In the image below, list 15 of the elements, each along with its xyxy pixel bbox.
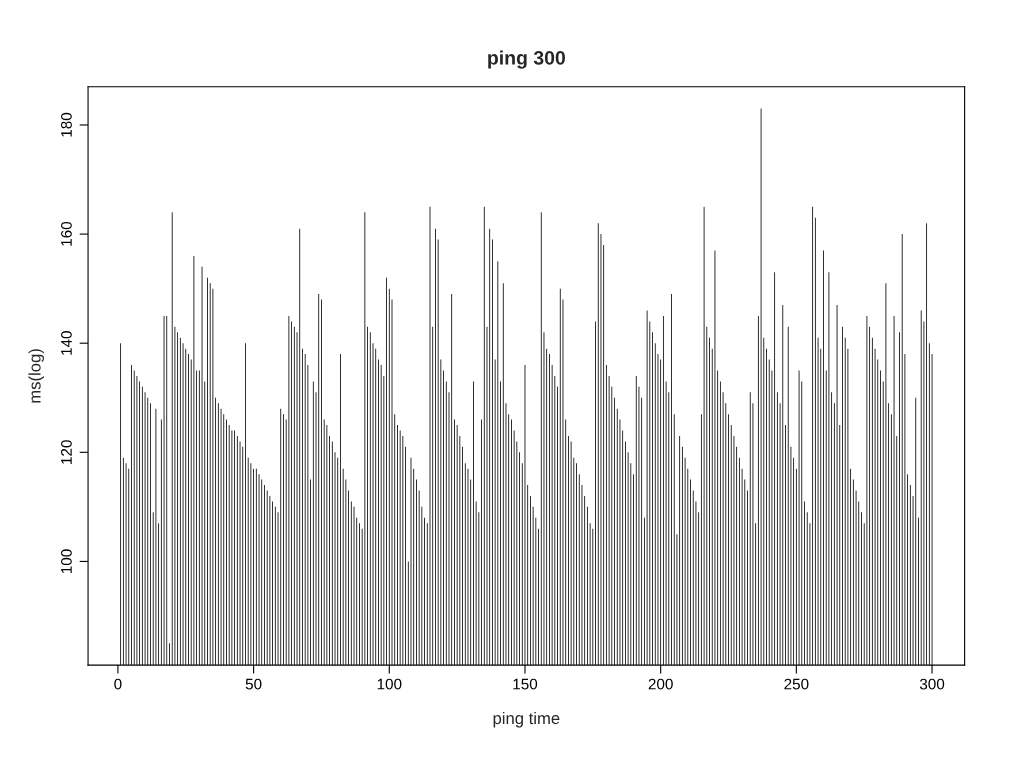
x-tick-label: 150: [513, 678, 538, 690]
y-tick-label: 160: [61, 221, 72, 246]
y-tick-label: 100: [61, 549, 72, 574]
x-tick-label: 200: [648, 678, 673, 690]
y-tick-label: 140: [61, 331, 72, 355]
x-tick-label: 0: [114, 678, 122, 690]
x-axis-title: ping time: [493, 711, 560, 728]
y-axis-title: ms(log): [28, 349, 44, 403]
x-tick-label: 50: [245, 678, 262, 690]
x-tick-label: 250: [784, 678, 809, 690]
y-tick-label: 180: [61, 112, 72, 137]
x-tick-label: 100: [377, 678, 402, 690]
chart-title: ping 300: [488, 50, 565, 69]
x-tick-label: 300: [919, 678, 945, 690]
y-tick-label: 120: [61, 440, 72, 464]
